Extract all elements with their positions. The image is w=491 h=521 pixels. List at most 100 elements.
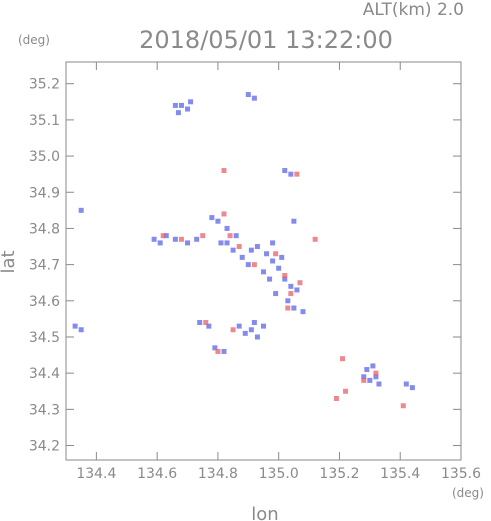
y-tick-label: 34.7 <box>29 258 60 274</box>
echo-point <box>197 320 203 326</box>
echo-point <box>261 323 266 329</box>
echo-point <box>224 240 230 246</box>
echo-point <box>245 262 251 268</box>
echo-point <box>288 283 294 289</box>
echo-point <box>288 171 294 177</box>
echo-point <box>178 236 184 242</box>
echo-point <box>175 110 181 116</box>
echo-point <box>221 348 227 354</box>
echo-point <box>227 233 233 239</box>
echo-point <box>157 240 163 246</box>
y-axis-title: lat <box>0 250 19 273</box>
echo-point <box>294 287 300 293</box>
echo-point <box>251 320 257 326</box>
echo-point <box>291 218 297 224</box>
y-tick-label: 34.6 <box>29 294 60 310</box>
echo-point <box>78 207 84 213</box>
echo-point <box>282 272 288 278</box>
echo-point <box>209 215 215 221</box>
echo-point <box>215 218 221 224</box>
echo-point <box>376 381 382 387</box>
echo-point <box>340 356 345 362</box>
echo-point <box>178 102 184 108</box>
echo-point <box>300 309 306 315</box>
y-tick-label: 34.2 <box>29 439 60 455</box>
echo-point <box>151 236 157 242</box>
echo-point <box>297 280 303 286</box>
echo-point <box>285 305 291 311</box>
echo-point <box>343 388 349 394</box>
x-tick-label: 134.8 <box>198 466 238 482</box>
axis-ticks: 134.4 134.6 134.8 135.0 135.2 135.4 135.6 34.2 3… <box>29 62 481 482</box>
echo-point <box>242 330 248 336</box>
echo-point <box>72 323 78 329</box>
echo-point <box>245 92 251 98</box>
echo-point <box>273 291 279 297</box>
echo-point <box>236 244 242 250</box>
echo-point <box>230 327 236 333</box>
data-marks <box>72 92 415 409</box>
echo-point <box>361 374 367 380</box>
x-tick-label: 134.6 <box>137 466 177 482</box>
y-unit-label: (deg) <box>18 33 50 47</box>
echo-point <box>288 291 294 297</box>
echo-point <box>373 370 379 376</box>
echo-point <box>185 106 191 112</box>
y-tick-label: 34.8 <box>29 221 60 237</box>
echo-point <box>239 254 245 260</box>
x-unit-label: (deg) <box>452 486 484 500</box>
x-tick-label: 135.4 <box>380 466 420 482</box>
echo-point <box>206 323 212 329</box>
echo-point <box>230 247 236 253</box>
echo-point <box>361 377 367 383</box>
echo-point <box>364 367 370 373</box>
echo-point <box>312 236 318 242</box>
echo-point <box>285 298 291 304</box>
y-tick-label: 34.4 <box>29 366 60 382</box>
echo-point <box>273 251 279 257</box>
echo-point <box>264 251 270 257</box>
x-tick-label: 135.0 <box>259 466 299 482</box>
x-tick-label: 134.4 <box>76 466 116 482</box>
x-axis-title: lon <box>251 504 278 521</box>
echo-point <box>267 276 273 282</box>
y-tick-label: 35.0 <box>29 149 60 165</box>
y-tick-label: 34.9 <box>29 185 60 201</box>
echo-point <box>282 168 288 174</box>
echo-point <box>294 171 300 177</box>
echo-point <box>400 403 406 409</box>
echo-point <box>218 240 224 246</box>
echo-point <box>203 320 209 326</box>
echo-point <box>370 363 376 369</box>
echo-point <box>248 247 254 253</box>
echo-point <box>215 348 221 354</box>
echo-point <box>367 377 373 383</box>
echo-point <box>212 345 218 351</box>
y-tick-label: 34.3 <box>29 402 60 418</box>
echo-point <box>200 233 206 239</box>
echo-point <box>236 323 242 329</box>
echo-point <box>185 240 191 246</box>
echo-point <box>163 233 169 239</box>
echo-point <box>409 385 415 391</box>
echo-point <box>78 327 84 333</box>
echo-point <box>270 240 276 246</box>
echo-point <box>373 374 379 380</box>
echo-point <box>194 236 200 242</box>
echo-point <box>251 95 257 101</box>
timestamp-title: 2018/05/01 13:22:00 <box>139 26 393 54</box>
echo-point <box>221 168 227 174</box>
echo-point <box>254 334 260 340</box>
echo-point <box>233 233 239 239</box>
echo-point <box>254 244 260 250</box>
echo-point <box>261 269 266 275</box>
x-tick-label: 135.6 <box>441 466 481 482</box>
echo-point <box>172 102 178 108</box>
echo-point <box>160 233 166 239</box>
echo-point <box>221 211 227 217</box>
echo-point <box>403 381 409 387</box>
altitude-label: ALT(km) 2.0 <box>363 0 464 20</box>
echo-point <box>270 258 276 264</box>
echo-point <box>224 225 230 231</box>
